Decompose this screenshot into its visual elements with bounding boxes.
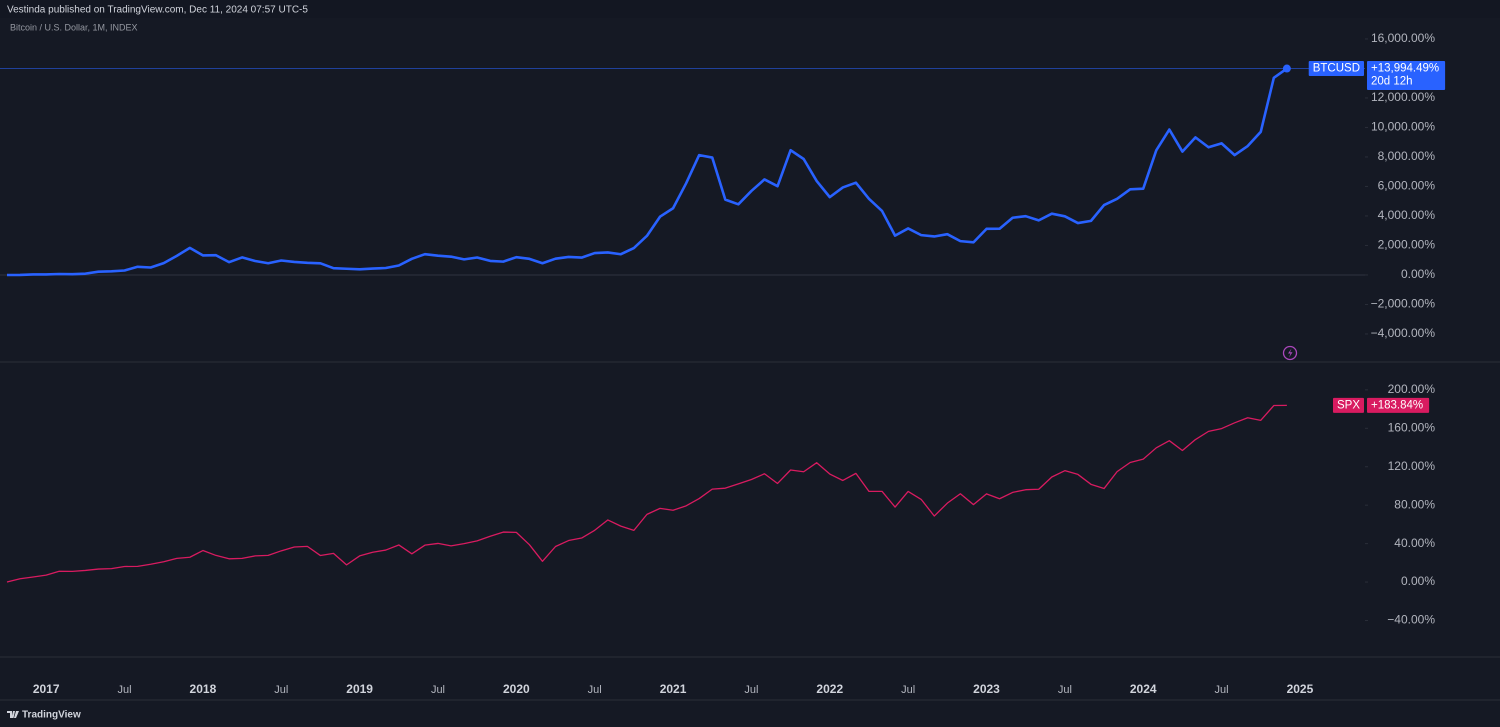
pane-title: Bitcoin / U.S. Dollar, 1M, INDEX xyxy=(10,22,138,32)
y-tick-label: −4,000.00% xyxy=(1371,326,1436,340)
y-tick-label: 4,000.00% xyxy=(1378,208,1436,222)
y-tick-label: 10,000.00% xyxy=(1371,120,1435,134)
x-tick-label: 2021 xyxy=(660,682,687,696)
x-tick-label: Jul xyxy=(744,684,758,696)
last-value-label: +183.84% xyxy=(1371,399,1423,411)
x-tick-label: 2022 xyxy=(816,682,843,696)
x-tick-label: 2019 xyxy=(346,682,373,696)
x-tick-label: 2017 xyxy=(33,682,60,696)
series-line xyxy=(6,404,1287,583)
x-tick-label: 2018 xyxy=(190,682,217,696)
header-bar xyxy=(0,0,1500,18)
alert-icon-ring[interactable] xyxy=(1282,345,1298,361)
y-tick-label: 16,000.00% xyxy=(1371,31,1435,45)
x-tick-label: Jul xyxy=(274,684,288,696)
logo-mark xyxy=(7,711,19,718)
last-point xyxy=(1282,64,1291,73)
x-tick-label: 2024 xyxy=(1130,682,1157,696)
series-line xyxy=(6,67,1288,277)
x-tick-label: Jul xyxy=(431,684,445,696)
footer-brand: TradingView xyxy=(22,710,81,721)
series-name: SPX xyxy=(1337,399,1360,411)
x-tick-label: Jul xyxy=(1058,684,1072,696)
last-value-label: +13,994.49% xyxy=(1371,63,1439,75)
y-tick-label: −40.00% xyxy=(1387,613,1435,627)
x-tick-label: Jul xyxy=(588,684,602,696)
y-tick-label: 6,000.00% xyxy=(1378,179,1436,193)
y-tick-label: 0.00% xyxy=(1401,574,1435,588)
y-tick-label: 2,000.00% xyxy=(1378,238,1436,252)
x-tick-label: 2025 xyxy=(1287,682,1314,696)
y-tick-label: 200.00% xyxy=(1388,382,1436,396)
countdown: 20d 12h xyxy=(1371,76,1413,88)
y-tick-label: 120.00% xyxy=(1388,459,1436,473)
y-tick-label: 40.00% xyxy=(1394,536,1435,550)
x-tick-label: 2020 xyxy=(503,682,530,696)
x-tick-label: Jul xyxy=(118,684,132,696)
alert-icon[interactable] xyxy=(1282,345,1298,361)
footer-logo xyxy=(7,711,19,718)
last-value-box xyxy=(1367,61,1446,91)
series-name: BTCUSD xyxy=(1313,63,1360,75)
y-tick-label: 12,000.00% xyxy=(1371,90,1435,104)
series-name-box xyxy=(1332,397,1364,413)
last-value-box xyxy=(1367,397,1430,413)
series-name-box xyxy=(1308,61,1364,77)
x-tick-label: 2023 xyxy=(973,682,1000,696)
y-tick-label: −2,000.00% xyxy=(1371,297,1436,311)
y-tick-label: 80.00% xyxy=(1394,497,1435,511)
y-tick-label: 160.00% xyxy=(1388,420,1436,434)
publish-info: Vestinda published on TradingView.com, D… xyxy=(7,5,308,16)
x-tick-label: Jul xyxy=(901,684,915,696)
x-tick-label: Jul xyxy=(1215,684,1229,696)
y-tick-label: 0.00% xyxy=(1401,267,1435,281)
alert-icon-bolt[interactable] xyxy=(1288,348,1293,358)
y-tick-label: 8,000.00% xyxy=(1378,149,1436,163)
